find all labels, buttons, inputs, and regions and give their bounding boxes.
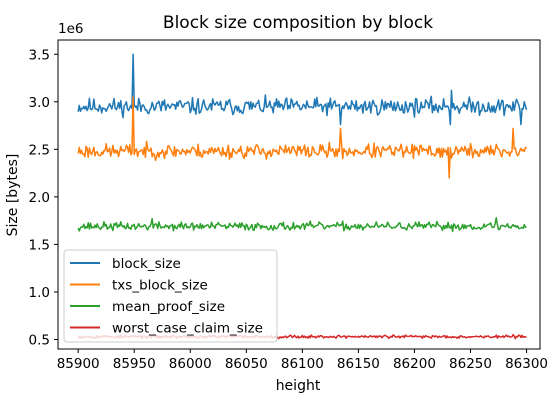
y-axis-label: Size [bytes]	[5, 154, 21, 237]
legend-label: worst_case_claim_size	[112, 321, 263, 337]
x-tick-label: 85900	[57, 356, 100, 372]
y-tick-label: 1.0	[29, 285, 50, 301]
x-axis-ticks: 85900 85950 86000 86050 86100 86150 86200 86250…	[57, 349, 548, 372]
x-tick-label: 86200	[393, 356, 436, 372]
y-axis-multiplier: 1e6	[58, 21, 83, 37]
legend-label: mean_proof_size	[112, 299, 225, 315]
y-tick-label: 2.5	[29, 142, 50, 158]
chart-title: Block size composition by block	[163, 13, 433, 33]
x-tick-label: 86250	[449, 356, 492, 372]
x-tick-label: 85950	[113, 356, 156, 372]
y-tick-label: 3.0	[29, 95, 50, 111]
series-line-txs-block-size	[77, 96, 528, 179]
y-tick-label: 0.5	[29, 332, 50, 348]
x-tick-label: 86100	[281, 356, 324, 372]
legend-label: block_size	[112, 256, 181, 272]
y-tick-label: 1.5	[29, 237, 50, 253]
y-tick-label: 3.5	[29, 47, 50, 63]
x-tick-label: 86000	[169, 356, 212, 372]
x-tick-label: 86150	[337, 356, 380, 372]
y-axis-ticks: 0.5 1.0 1.5 2.0 2.5 3.0 3.5	[29, 47, 58, 348]
series-line-block-size	[77, 53, 528, 126]
legend: block_size txs_block_size mean_proof_sizew…	[63, 249, 278, 343]
x-tick-label: 86050	[225, 356, 268, 372]
plot-frame	[57, 39, 541, 350]
legend-label: txs_block_size	[112, 278, 208, 294]
y-tick-label: 2.0	[29, 190, 50, 206]
legend-box	[63, 249, 278, 343]
x-tick-label: 86300	[505, 356, 548, 372]
x-axis-label: height	[276, 378, 321, 394]
series-line-mean-proof-size	[77, 217, 527, 233]
